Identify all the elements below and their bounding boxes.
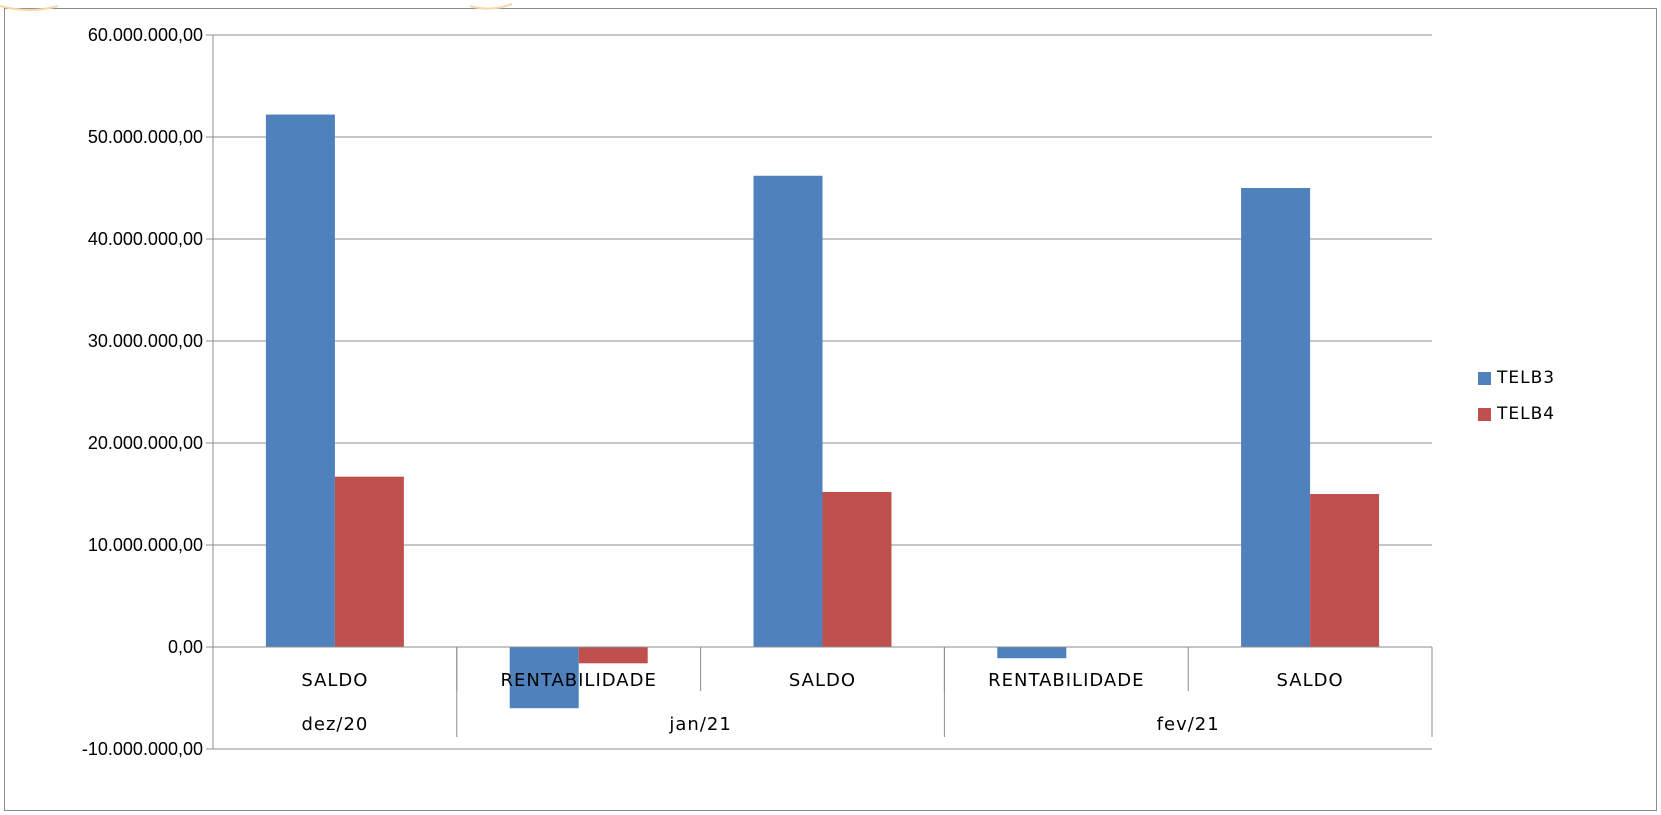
- legend-swatch-telb3: [1478, 371, 1491, 385]
- group-label: dez/20: [301, 714, 368, 735]
- legend: TELB3 TELB4: [1478, 364, 1555, 436]
- category-label: SALDO: [789, 670, 856, 691]
- bar-telb4-1: [578, 647, 648, 664]
- legend-swatch-telb4: [1478, 407, 1491, 421]
- group-label: jan/21: [668, 714, 731, 735]
- category-label: SALDO: [301, 670, 368, 691]
- bar-telb3-1: [509, 647, 579, 709]
- bar-telb3-4: [1241, 188, 1311, 647]
- y-tick-label: 10.000.000,00: [88, 535, 203, 555]
- legend-item-telb3: TELB3: [1478, 364, 1555, 392]
- category-label: RENTABILIDADE: [501, 670, 657, 691]
- y-tick-label: 30.000.000,00: [88, 331, 203, 351]
- bar-telb3-2: [753, 175, 823, 647]
- bar-telb3-3: [997, 647, 1067, 659]
- y-tick-label: 20.000.000,00: [88, 433, 203, 453]
- legend-label-telb3: TELB3: [1497, 368, 1556, 388]
- bar-telb4-4: [1310, 494, 1380, 647]
- y-tick-label: 40.000.000,00: [88, 229, 203, 249]
- group-label: fev/21: [1157, 714, 1220, 735]
- y-tick-label: 0,00: [168, 637, 203, 657]
- bar-telb3-0: [265, 114, 335, 647]
- category-label: SALDO: [1277, 670, 1344, 691]
- y-tick-label: -10.000.000,00: [82, 739, 203, 759]
- legend-label-telb4: TELB4: [1497, 404, 1556, 424]
- y-tick-label: 50.000.000,00: [88, 127, 203, 147]
- bar-telb4-2: [822, 491, 892, 647]
- bar-telb4-0: [334, 476, 404, 647]
- category-label: RENTABILIDADE: [988, 670, 1144, 691]
- legend-item-telb4: TELB4: [1478, 400, 1555, 428]
- y-tick-label: 60.000.000,00: [88, 25, 203, 45]
